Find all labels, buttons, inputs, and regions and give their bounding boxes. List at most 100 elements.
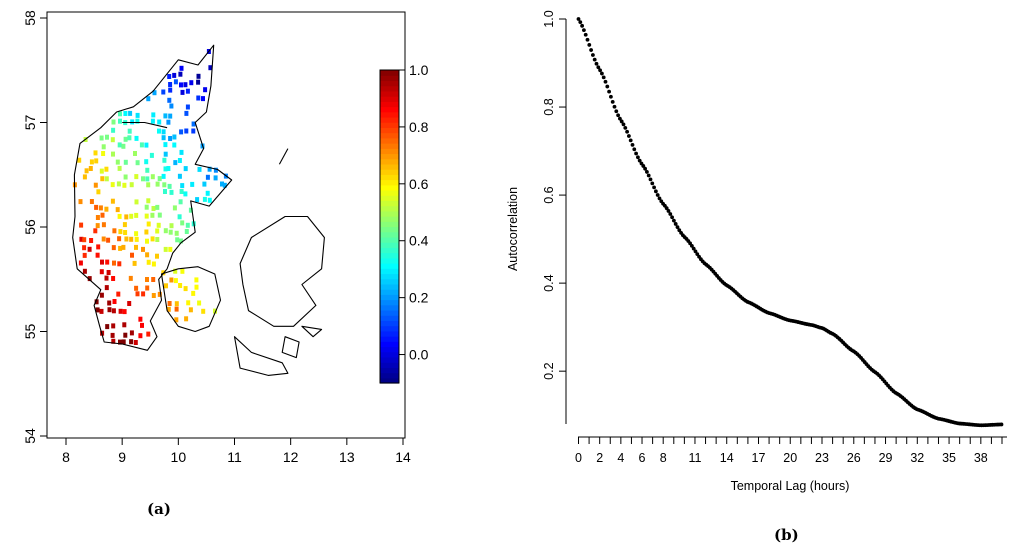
station-cell bbox=[191, 128, 196, 134]
station-cell bbox=[180, 183, 185, 189]
station-cell bbox=[117, 213, 122, 219]
autocorrelation-point bbox=[603, 79, 608, 84]
station-cell bbox=[118, 118, 122, 124]
station-cell bbox=[162, 157, 167, 163]
station-cell bbox=[117, 236, 122, 242]
autocorrelation-point bbox=[657, 196, 662, 201]
station-cell bbox=[123, 174, 128, 180]
station-cell bbox=[179, 189, 184, 194]
station-cell bbox=[155, 204, 160, 210]
autocorrelation-point bbox=[609, 94, 613, 99]
station-cell bbox=[95, 223, 100, 229]
panel-b-y-axis: 0.2 0.4 0.6 0.8 1.0 bbox=[542, 10, 566, 380]
colorbar-segment bbox=[380, 268, 399, 275]
station-cell bbox=[174, 230, 179, 236]
station-cell bbox=[140, 322, 144, 328]
station-cell bbox=[106, 237, 111, 243]
station-cell bbox=[112, 260, 116, 266]
station-cell bbox=[82, 268, 87, 274]
station-cell bbox=[166, 166, 171, 171]
station-cell bbox=[178, 283, 183, 288]
colorbar-segment bbox=[380, 216, 399, 222]
station-cell bbox=[117, 261, 122, 267]
station-cell bbox=[127, 301, 132, 306]
panel-a-station-cells bbox=[72, 49, 228, 345]
station-cell bbox=[167, 183, 172, 189]
station-cell bbox=[129, 182, 134, 188]
colorbar-segment bbox=[380, 90, 399, 97]
station-cell bbox=[104, 275, 109, 281]
station-cell bbox=[177, 173, 182, 179]
station-cell bbox=[144, 204, 149, 210]
station-cell bbox=[121, 339, 126, 345]
colorbar-segment bbox=[380, 294, 399, 301]
station-cell bbox=[78, 260, 83, 266]
coast-jutland bbox=[72, 44, 233, 351]
station-cell bbox=[118, 229, 123, 235]
colorbar-segment bbox=[380, 336, 399, 342]
autocorrelation-point bbox=[689, 243, 694, 248]
station-cell bbox=[163, 166, 168, 172]
autocorrelation-point bbox=[594, 61, 599, 66]
station-cell bbox=[130, 119, 135, 125]
station-cell bbox=[99, 308, 104, 314]
station-cell bbox=[189, 80, 194, 86]
station-cell bbox=[141, 176, 145, 182]
station-cell bbox=[111, 119, 116, 125]
panel-a-y-tick-label: 55 bbox=[22, 324, 38, 340]
station-cell bbox=[95, 307, 100, 313]
station-cell bbox=[89, 159, 94, 165]
station-cell bbox=[180, 220, 185, 226]
station-cell bbox=[172, 134, 177, 140]
station-cell bbox=[163, 228, 168, 234]
station-cell bbox=[184, 316, 189, 322]
station-cell bbox=[144, 229, 149, 235]
station-cell bbox=[166, 119, 171, 125]
station-cell bbox=[100, 176, 105, 182]
station-cell bbox=[99, 135, 104, 141]
station-cell bbox=[111, 308, 116, 314]
station-cell bbox=[141, 291, 146, 297]
station-cell bbox=[105, 134, 109, 140]
station-cell bbox=[112, 299, 117, 304]
panel-a-x-tick-label: 14 bbox=[395, 449, 411, 465]
station-cell bbox=[157, 291, 162, 297]
autocorrelation-point bbox=[605, 84, 610, 89]
station-cell bbox=[184, 229, 189, 234]
colorbar-segment bbox=[380, 189, 399, 196]
station-cell bbox=[164, 283, 168, 289]
autocorrelation-point bbox=[643, 166, 647, 171]
colorbar-segment bbox=[380, 372, 399, 379]
station-cell bbox=[145, 252, 150, 258]
station-cell bbox=[150, 174, 155, 180]
autocorrelation-point bbox=[582, 28, 586, 32]
station-cell bbox=[133, 151, 137, 156]
station-cell bbox=[84, 168, 89, 174]
station-cell bbox=[184, 128, 189, 134]
panel-b-x-tick-label: 4 bbox=[617, 451, 624, 465]
station-cell bbox=[207, 197, 212, 203]
station-cell bbox=[89, 238, 94, 243]
panel-b-series-points bbox=[576, 17, 1004, 428]
coast-lolland bbox=[233, 336, 289, 376]
panel-b-x-tick-label: 0 bbox=[575, 451, 582, 465]
station-cell bbox=[213, 167, 218, 173]
autocorrelation-point bbox=[614, 109, 619, 114]
station-cell bbox=[94, 299, 99, 305]
colorbar-segment bbox=[380, 320, 399, 327]
autocorrelation-point bbox=[637, 158, 642, 163]
colorbar-segment bbox=[380, 304, 399, 311]
station-cell bbox=[145, 285, 150, 291]
colorbar-segment bbox=[380, 283, 399, 290]
station-cell bbox=[121, 244, 126, 250]
autocorrelation-point bbox=[668, 212, 673, 216]
station-cell bbox=[190, 181, 195, 187]
panel-b-x-tick-label: 17 bbox=[752, 451, 766, 465]
panel-b-x-tick-label: 26 bbox=[847, 451, 861, 465]
autocorrelation-point bbox=[623, 125, 628, 130]
autocorrelation-point bbox=[655, 193, 660, 197]
station-cell bbox=[146, 331, 151, 337]
station-cell bbox=[172, 72, 177, 78]
colorbar-segment bbox=[380, 132, 399, 139]
station-cell bbox=[118, 245, 123, 251]
